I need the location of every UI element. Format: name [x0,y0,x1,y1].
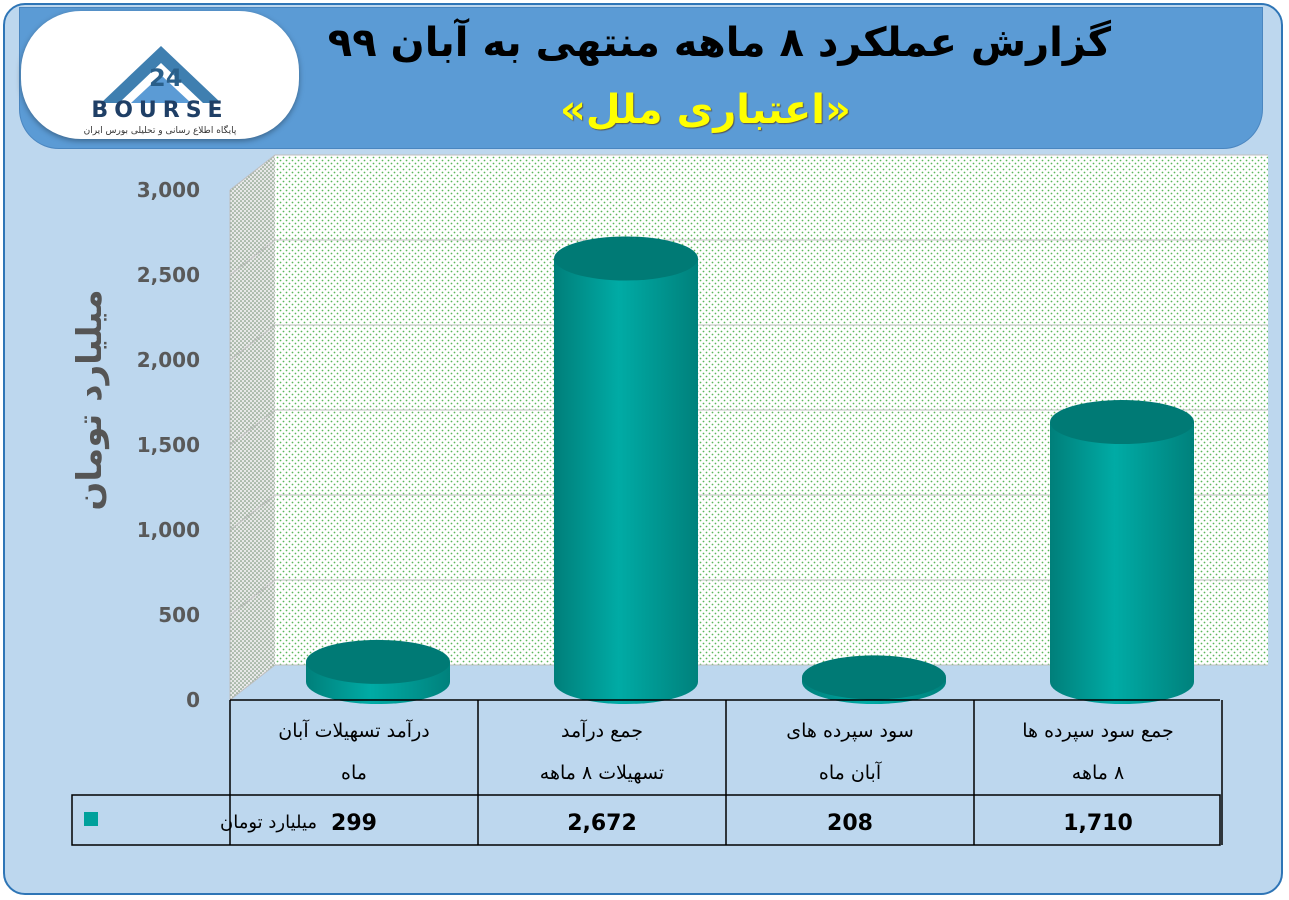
bar-top [802,655,946,700]
y-tick-label: 1,500 [137,433,200,457]
y-axis-ticks: 0 500 1,000 1,500 2,000 2,500 3,000 [137,178,200,712]
category-label: جمع درآمد [561,718,643,742]
bar-top [1050,400,1194,445]
data-table: درآمد تسهیلات آبان ماه 299 جمع درآمد تسهیلات… [71,699,1223,846]
gridline [229,409,1268,446]
gridline [229,579,1268,616]
category-label: جمع سود سپرده ها [1022,720,1174,742]
bar [1050,400,1194,704]
bar-body [1050,422,1194,704]
bar-body [554,258,698,704]
page-subtitle: «اعتباری ملل» [560,87,851,133]
bar [306,639,450,704]
gridline [229,154,1268,191]
bar-top [306,639,450,684]
bars [306,236,1194,704]
data-label: 208 [827,811,873,836]
y-tick-label: 0 [186,688,200,712]
svg-text:پایگاه اطلاع رسانی و تحلیلی بو: پایگاه اطلاع رسانی و تحلیلی بورس ایران [84,124,237,136]
data-label: 299 [331,811,377,836]
bourse24-logo: 24 BOURSE پایگاه اطلاع رسانی و تحلیلی بو… [21,11,299,139]
y-tick-label: 2,000 [137,348,200,372]
legend-swatch [84,812,98,826]
svg-text:24: 24 [149,64,182,92]
gridline [229,494,1268,531]
bar [802,655,946,704]
y-axis-title: میلیارد تومان [70,289,110,511]
gridline [229,664,1268,701]
data-label: 1,710 [1063,811,1133,836]
page-title: گزارش عملکرد ۸ ماهه منتهی به آبان ۹۹ [327,20,1111,66]
bar [554,236,698,704]
y-tick-label: 3,000 [137,178,200,202]
category-label: آبان ماه [819,760,882,784]
y-tick-label: 500 [158,603,200,627]
gridline [229,324,1268,361]
category-label: سود سپرده های [786,720,914,742]
svg-text:BOURSE: BOURSE [91,98,228,123]
legend-label: میلیارد تومان [220,812,317,833]
category-label: درآمد تسهیلات آبان [278,718,429,742]
gridline [229,239,1268,276]
bar-top [554,236,698,281]
category-label: تسهیلات ۸ ماهه [540,762,664,784]
y-tick-label: 2,500 [137,263,200,287]
y-tick-label: 1,000 [137,518,200,542]
data-label: 2,672 [567,811,637,836]
category-label: ماه [341,762,367,784]
table-value-row [71,794,1221,846]
category-label: ۸ ماهه [1072,762,1124,784]
